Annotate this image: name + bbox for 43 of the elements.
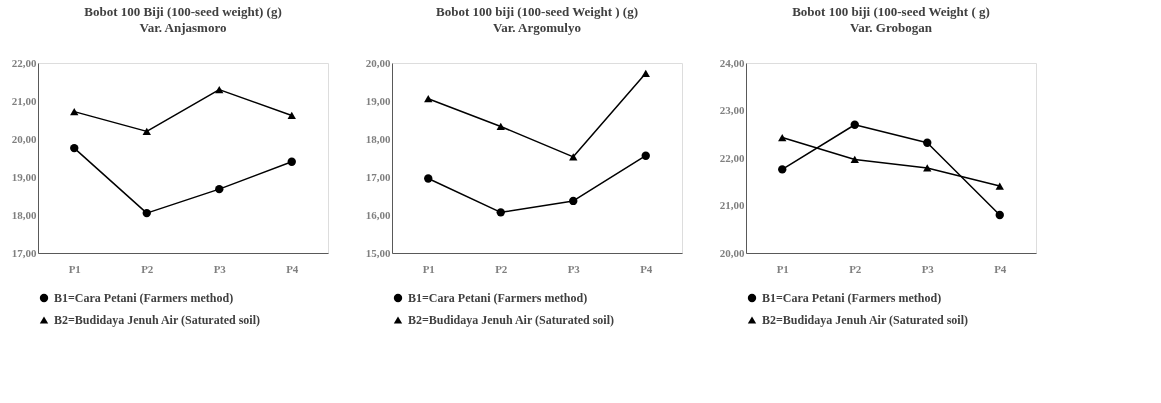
y-tick-label: 15,00 bbox=[365, 246, 391, 259]
legend-label: B1=Cara Petani (Farmers method) bbox=[762, 291, 942, 305]
x-tick-label: P1 bbox=[422, 262, 435, 275]
legend-label: B2=Budidaya Jenuh Air (Saturated soil) bbox=[54, 313, 260, 327]
y-tick-label: 20,00 bbox=[11, 132, 37, 145]
chart-title: Bobot 100 biji (100-seed Weight ) (g) bbox=[436, 4, 638, 19]
legend-label: B1=Cara Petani (Farmers method) bbox=[408, 291, 588, 305]
point bbox=[995, 182, 1004, 190]
y-tick-label: 17,00 bbox=[365, 170, 391, 183]
x-tick-label: P3 bbox=[567, 262, 581, 275]
x-tick-label: P4 bbox=[640, 262, 653, 275]
x-tick-label: P2 bbox=[495, 262, 508, 275]
y-tick-label: 22,00 bbox=[11, 56, 37, 69]
y-tick-label: 22,00 bbox=[719, 151, 745, 164]
x-tick-label: P1 bbox=[776, 262, 789, 275]
legend-label: B2=Budidaya Jenuh Air (Saturated soil) bbox=[762, 313, 968, 327]
y-tick-label: 21,00 bbox=[11, 94, 37, 107]
legend-label: B1=Cara Petani (Farmers method) bbox=[54, 291, 234, 305]
y-tick-label: 20,00 bbox=[719, 246, 745, 259]
x-tick-label: P1 bbox=[68, 262, 81, 275]
y-tick-label: 17,00 bbox=[11, 246, 37, 259]
y-tick-label: 18,00 bbox=[365, 132, 391, 145]
x-tick-label: P2 bbox=[141, 262, 154, 275]
y-tick-label: 24,00 bbox=[719, 56, 745, 69]
point bbox=[287, 111, 296, 120]
x-tick-label: P3 bbox=[213, 262, 227, 275]
chart-subtitle: Var. Argomulyo bbox=[493, 20, 581, 35]
chart-title: Bobot 100 Biji (100-seed weight) (g) bbox=[84, 4, 282, 19]
y-tick-label: 21,00 bbox=[719, 199, 745, 211]
legend-label: B2=Budidaya Jenuh Air (Saturated soil) bbox=[408, 313, 614, 327]
chart-subtitle: Var. Grobogan bbox=[850, 20, 933, 35]
x-tick-label: P4 bbox=[286, 262, 299, 275]
y-tick-label: 20,00 bbox=[365, 56, 391, 69]
y-tick-label: 19,00 bbox=[365, 94, 391, 107]
y-tick-label: 18,00 bbox=[11, 208, 37, 221]
y-tick-label: 23,00 bbox=[719, 104, 745, 116]
chart-subtitle: Var. Anjasmoro bbox=[139, 20, 227, 35]
y-tick-label: 16,00 bbox=[365, 208, 391, 221]
y-tick-label: 19,00 bbox=[11, 170, 37, 183]
x-tick-label: P2 bbox=[849, 262, 862, 275]
x-tick-label: P4 bbox=[994, 262, 1007, 275]
x-tick-label: P3 bbox=[921, 262, 935, 275]
chart-title: Bobot 100 biji (100-seed Weight ( g) bbox=[792, 4, 990, 19]
